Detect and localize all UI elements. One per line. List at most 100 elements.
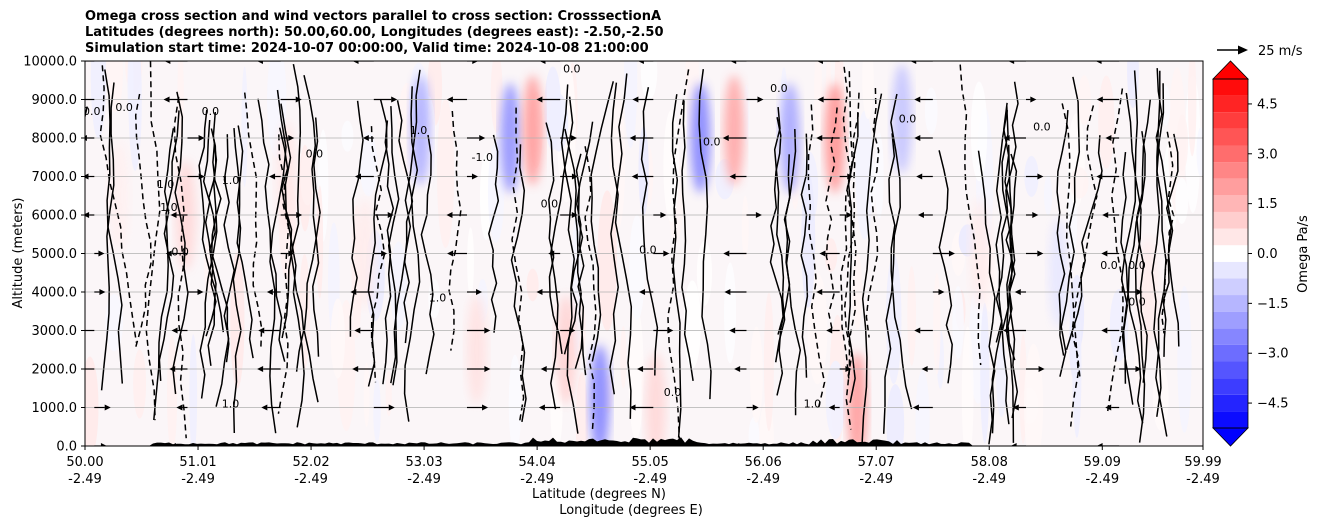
wind-vector-head <box>540 366 547 372</box>
contour-line <box>1161 131 1175 334</box>
chart-title-line2: Latitudes (degrees north): 50.00,60.00, … <box>85 25 664 40</box>
contour-line <box>800 133 809 378</box>
x-tick-label-lon: -2.49 <box>746 472 780 487</box>
x-axis: 50.00 -2.49 51.01 -2.49 52.02 -2.49 53.03 -2.49… <box>66 446 1222 487</box>
omega-cell <box>869 161 876 208</box>
omega-cell <box>1177 285 1192 433</box>
wind-vector-head <box>482 404 489 411</box>
omega-cell <box>1072 298 1082 438</box>
omega-cell <box>230 251 245 389</box>
wind-vector-head <box>729 327 736 334</box>
wind-vector-head <box>845 366 852 372</box>
colorbar-segment <box>1213 411 1248 428</box>
wind-vector-head <box>198 173 205 180</box>
wind-vector-head <box>1038 366 1045 372</box>
wind-vector-head <box>446 96 453 103</box>
quiver-key: 25 m/s <box>1217 44 1303 59</box>
wind-vector-head <box>288 135 295 141</box>
wind-vector-head <box>387 212 394 218</box>
x-tick-label-lon: -2.49 <box>633 472 667 487</box>
contour-line <box>100 82 115 391</box>
x-tick-label-lat: 53.03 <box>405 455 442 470</box>
contour-line <box>938 150 953 384</box>
omega-cell <box>127 61 134 122</box>
wind-vector-head <box>362 135 369 141</box>
omega-cell <box>508 354 522 446</box>
colorbar-tick-label: −3.0 <box>1257 347 1289 362</box>
omega-cell <box>241 66 248 187</box>
contour-label: 0.0 <box>664 386 682 399</box>
contour-label: 0.0 <box>899 113 917 126</box>
contour-line <box>99 65 138 343</box>
wind-vector-head <box>663 250 670 257</box>
chart-title-line3: Simulation start time: 2024-10-07 00:00:… <box>85 41 649 56</box>
contour-line <box>584 146 597 431</box>
wind-vector-head <box>1003 327 1010 334</box>
omega-cell <box>363 362 370 428</box>
wind-vector-head <box>629 404 636 411</box>
contour-label: 0.0 <box>1128 259 1146 272</box>
omega-cell <box>623 61 638 148</box>
omega-cell <box>980 302 990 444</box>
contour-line <box>277 134 290 414</box>
contour-line <box>1120 152 1144 424</box>
contour-label: 0.0 <box>703 136 721 149</box>
wind-vector-head <box>1032 212 1039 218</box>
wind-vector-head <box>1102 212 1109 218</box>
contour-line <box>991 109 1009 434</box>
terrain <box>85 437 1203 446</box>
wind-vector-head <box>176 404 183 411</box>
x-tick-label-lon: -2.49 <box>520 472 554 487</box>
wind-vector-head <box>1095 61 1102 64</box>
wind-vector-head <box>632 96 639 103</box>
wind-vector-head <box>570 135 577 141</box>
wind-vector-head <box>354 173 361 180</box>
omega-cell <box>763 292 774 432</box>
contour-line <box>995 81 1019 343</box>
contour-labels: 0.0 0.0 1.0 1.0 0.0 1.0 0.0 0.0 1.0 1.0 -1.0 0.0 0.0… <box>85 63 1146 411</box>
wind-vector-head <box>388 404 395 411</box>
contour-label: 1.0 <box>157 178 175 191</box>
y-tick-label: 1000.0 <box>32 401 78 416</box>
y-tick-label: 4000.0 <box>32 286 78 301</box>
omega-band <box>645 352 666 446</box>
colorbar-segment <box>1213 162 1248 179</box>
wind-vector-head <box>484 366 491 372</box>
omega-cell <box>885 254 902 385</box>
contour-line <box>280 103 305 428</box>
wind-vector-head <box>914 135 921 141</box>
wind-vector-head <box>752 404 759 411</box>
y-tick-label: 6000.0 <box>32 209 78 224</box>
wind-vector-head <box>631 173 638 180</box>
omega-cell <box>575 372 588 446</box>
wind-vector-head <box>266 289 273 295</box>
wind-vector-head <box>256 61 263 64</box>
contour-line <box>698 69 712 400</box>
contour-line <box>640 87 659 376</box>
wind-vector-head <box>1037 173 1044 180</box>
wind-vector-head <box>536 96 543 103</box>
wind-vector-head <box>914 96 921 103</box>
wind-vector-head <box>817 96 824 103</box>
wind-vector-head <box>639 289 646 295</box>
contour-line <box>609 73 628 395</box>
contour-line <box>257 98 286 362</box>
wind-vector-head <box>269 173 276 180</box>
wind-vector-head <box>629 135 636 141</box>
colorbar-segment <box>1213 295 1248 312</box>
contour-line <box>1155 83 1168 437</box>
omega-cell <box>341 120 354 152</box>
contour-line <box>511 107 525 425</box>
wind-vector-head <box>198 135 205 141</box>
omega-cell <box>825 360 846 440</box>
omega-cell <box>1098 75 1115 169</box>
contour-line <box>243 92 263 350</box>
wind-vector-head <box>295 96 302 103</box>
wind-vector-head <box>1010 443 1017 446</box>
x-tick-label-lon: -2.49 <box>68 472 102 487</box>
wind-vector-head <box>85 173 89 180</box>
contour-line <box>861 93 883 446</box>
omega-cell <box>1175 177 1189 224</box>
omega-cell <box>814 61 823 142</box>
wind-vector-head <box>1105 404 1112 411</box>
